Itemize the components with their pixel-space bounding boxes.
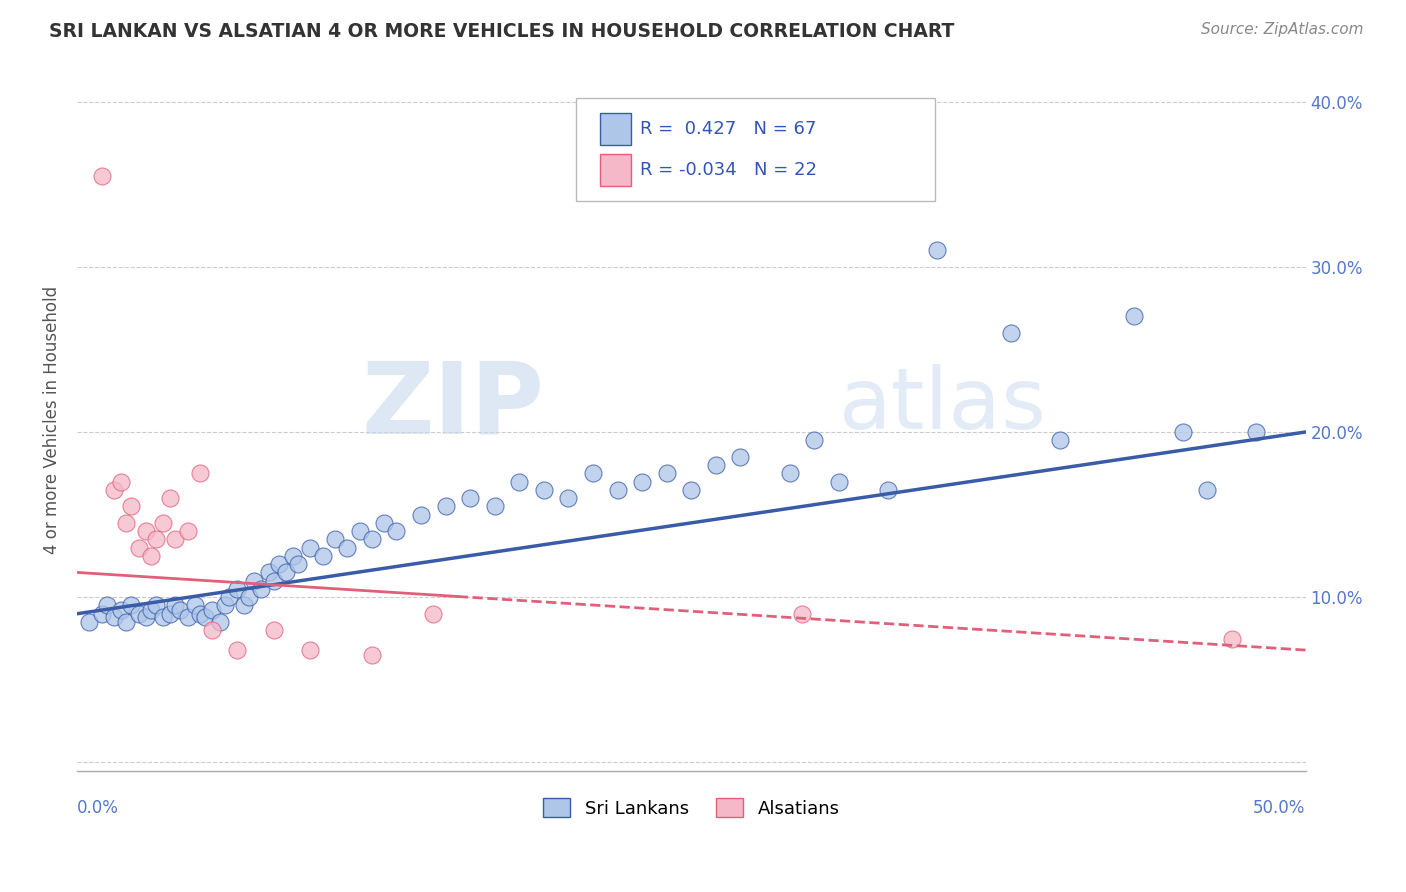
Point — [243, 574, 266, 588]
Point — [606, 483, 628, 497]
Text: R =  0.427   N = 67: R = 0.427 N = 67 — [640, 120, 815, 137]
Point — [779, 467, 801, 481]
Point — [139, 603, 162, 617]
Point — [1197, 483, 1219, 497]
Point — [139, 549, 162, 563]
Point — [1000, 326, 1022, 340]
Point — [458, 491, 481, 505]
Point — [299, 541, 322, 555]
Legend: Sri Lankans, Alsatians: Sri Lankans, Alsatians — [536, 791, 846, 825]
Point — [250, 582, 273, 596]
Point — [336, 541, 359, 555]
Point — [159, 607, 181, 621]
Point — [582, 467, 605, 481]
Point — [90, 169, 112, 183]
Point — [120, 599, 142, 613]
Text: SRI LANKAN VS ALSATIAN 4 OR MORE VEHICLES IN HOUSEHOLD CORRELATION CHART: SRI LANKAN VS ALSATIAN 4 OR MORE VEHICLE… — [49, 22, 955, 41]
Point — [409, 508, 432, 522]
Text: ZIP: ZIP — [361, 357, 544, 454]
Point — [128, 541, 150, 555]
Point — [103, 483, 125, 497]
Point — [201, 624, 224, 638]
Point — [194, 610, 217, 624]
Point — [96, 599, 118, 613]
Point — [730, 450, 752, 464]
Point — [165, 533, 187, 547]
Text: 50.0%: 50.0% — [1253, 798, 1306, 817]
Point — [361, 648, 384, 662]
Point — [225, 643, 247, 657]
Point — [238, 591, 260, 605]
Text: atlas: atlas — [839, 364, 1046, 447]
Point — [1246, 425, 1268, 439]
Point — [283, 549, 305, 563]
Point — [188, 607, 211, 621]
Point — [145, 533, 167, 547]
Point — [349, 524, 371, 538]
Point — [557, 491, 579, 505]
Point — [1122, 310, 1144, 324]
Point — [323, 533, 346, 547]
Point — [655, 467, 678, 481]
Point — [1171, 425, 1194, 439]
Point — [434, 500, 457, 514]
Point — [184, 599, 207, 613]
Point — [263, 624, 285, 638]
Point — [169, 603, 191, 617]
Point — [115, 615, 138, 629]
Point — [115, 516, 138, 530]
Point — [312, 549, 335, 563]
Point — [508, 475, 530, 489]
Point — [257, 566, 280, 580]
Point — [128, 607, 150, 621]
Point — [361, 533, 384, 547]
Text: R = -0.034   N = 22: R = -0.034 N = 22 — [640, 161, 817, 179]
Point — [135, 610, 157, 624]
Point — [287, 557, 309, 571]
Point — [299, 643, 322, 657]
Point — [422, 607, 444, 621]
Point — [263, 574, 285, 588]
Point — [631, 475, 654, 489]
Y-axis label: 4 or more Vehicles in Household: 4 or more Vehicles in Household — [44, 285, 60, 554]
Point — [790, 607, 813, 621]
Text: Source: ZipAtlas.com: Source: ZipAtlas.com — [1201, 22, 1364, 37]
Point — [135, 524, 157, 538]
Point — [90, 607, 112, 621]
Point — [145, 599, 167, 613]
Point — [828, 475, 851, 489]
Point — [176, 610, 198, 624]
Point — [218, 591, 240, 605]
Point — [110, 475, 132, 489]
Point — [159, 491, 181, 505]
Point — [110, 603, 132, 617]
Text: 0.0%: 0.0% — [77, 798, 120, 817]
Point — [201, 603, 224, 617]
Point — [176, 524, 198, 538]
Point — [103, 610, 125, 624]
Point — [120, 500, 142, 514]
Point — [681, 483, 703, 497]
Point — [208, 615, 231, 629]
Point — [165, 599, 187, 613]
Point — [803, 434, 825, 448]
Point — [876, 483, 898, 497]
Point — [152, 516, 174, 530]
Point — [267, 557, 290, 571]
Point — [233, 599, 256, 613]
Point — [533, 483, 555, 497]
Point — [484, 500, 506, 514]
Point — [385, 524, 408, 538]
Point — [1049, 434, 1071, 448]
Point — [373, 516, 395, 530]
Point — [1220, 632, 1243, 646]
Point — [704, 458, 727, 472]
Point — [225, 582, 247, 596]
Point — [152, 610, 174, 624]
Point — [79, 615, 101, 629]
Point — [214, 599, 236, 613]
Point — [188, 467, 211, 481]
Point — [925, 244, 948, 258]
Point — [274, 566, 297, 580]
